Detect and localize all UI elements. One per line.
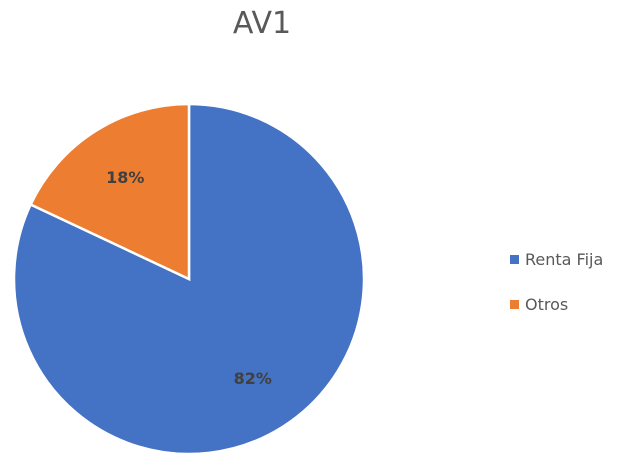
data-label-otros: 18% (106, 168, 144, 187)
pie-data-labels: 82% 18% (106, 168, 272, 388)
pie-slices (12, 102, 366, 455)
data-label-renta-fija: 82% (234, 369, 272, 388)
chart-title: AV1 (232, 6, 292, 41)
legend-swatch-renta-fija (510, 254, 519, 264)
legend-item-renta-fija[interactable]: Renta Fija (510, 248, 603, 270)
pie-slice-otros[interactable] (28, 102, 191, 281)
legend: Renta Fija Otros (510, 248, 603, 338)
legend-label-renta-fija: Renta Fija (525, 249, 604, 269)
legend-label-otros: Otros (525, 294, 569, 314)
legend-swatch-otros (510, 299, 519, 309)
legend-item-otros[interactable]: Otros (510, 293, 603, 315)
